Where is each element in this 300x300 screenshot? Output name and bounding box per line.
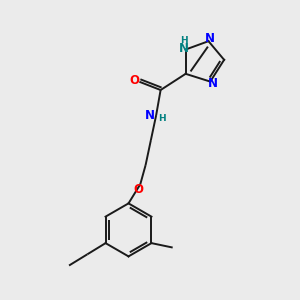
Text: N: N: [179, 42, 189, 55]
Text: N: N: [145, 109, 155, 122]
Text: N: N: [205, 32, 215, 45]
Text: N: N: [208, 76, 218, 90]
Text: O: O: [134, 183, 144, 196]
Text: O: O: [130, 74, 140, 87]
Text: H: H: [180, 36, 188, 45]
Text: H: H: [158, 114, 165, 123]
